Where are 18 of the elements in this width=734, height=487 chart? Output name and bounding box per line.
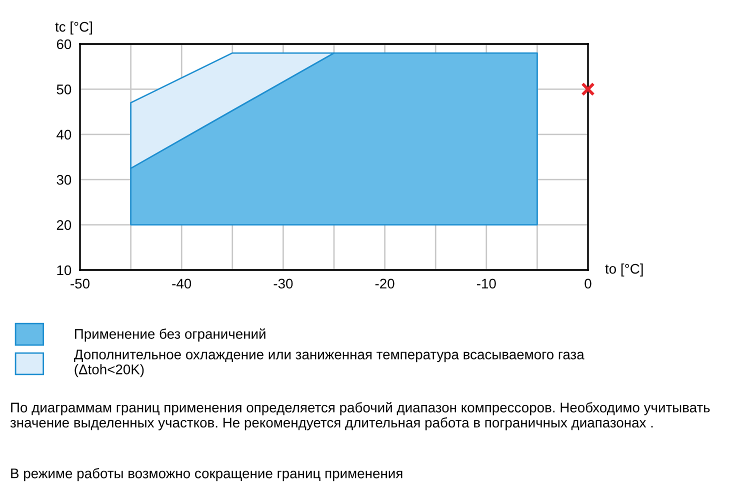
text: По диаграммам границ применения определяется рабочий диапазон компрессоров. Необходимо учитывать значение выделенных участков. Не рекомендуется длительная работа в пограничных диапазонах . [10,402,710,430]
text: В режиме работы возможно сокращение границ применения [11,468,402,482]
x-tick-label: -20 [375,278,394,289]
legend-label: Применение без ограничений [75,328,266,342]
y-tick-label: 60 [56,39,72,50]
y-tick-label: 50 [56,84,72,94]
y-axis-title: tc [°C] [55,22,92,34]
x-tick-label: -50 [70,278,90,289]
y-tick-label: 20 [56,220,72,230]
y-tick-label: 30 [56,174,72,185]
x-tick-label: -40 [172,278,192,289]
x-tick-label: -30 [274,278,293,289]
y-tick-label: 40 [56,130,72,140]
x-tick-label: 0 [584,278,592,289]
x-tick-label: -10 [476,278,496,289]
y-tick-label: 10 [57,265,72,276]
legend-label: Дополнительное охлаждение или заниженная температура всасываемого газа (Δtoh<20K) [74,350,584,378]
x-axis-title: to [°C] [605,264,643,276]
